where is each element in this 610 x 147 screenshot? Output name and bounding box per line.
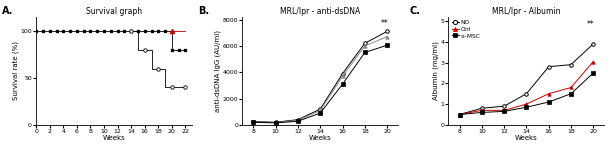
Y-axis label: anti-dsDNA IgG (AU/ml): anti-dsDNA IgG (AU/ml)	[215, 30, 221, 112]
X-axis label: Weeks: Weeks	[515, 135, 538, 141]
Y-axis label: Survival rate (%): Survival rate (%)	[12, 41, 19, 100]
Text: C.: C.	[409, 6, 420, 16]
X-axis label: Weeks: Weeks	[103, 135, 126, 141]
Text: A.: A.	[2, 6, 13, 16]
Text: **: **	[587, 20, 595, 29]
Text: **: **	[381, 19, 389, 28]
Legend: NO, Ctrl, si-MSC: NO, Ctrl, si-MSC	[451, 20, 481, 39]
Title: MRL/lpr - Albumin: MRL/lpr - Albumin	[492, 7, 561, 16]
Title: MRL/lpr - anti-dsDNA: MRL/lpr - anti-dsDNA	[280, 7, 361, 16]
Title: Survival graph: Survival graph	[86, 7, 142, 16]
Text: B.: B.	[199, 6, 210, 16]
Y-axis label: Albumin (mg/ml): Albumin (mg/ml)	[432, 41, 439, 100]
X-axis label: Weeks: Weeks	[309, 135, 332, 141]
